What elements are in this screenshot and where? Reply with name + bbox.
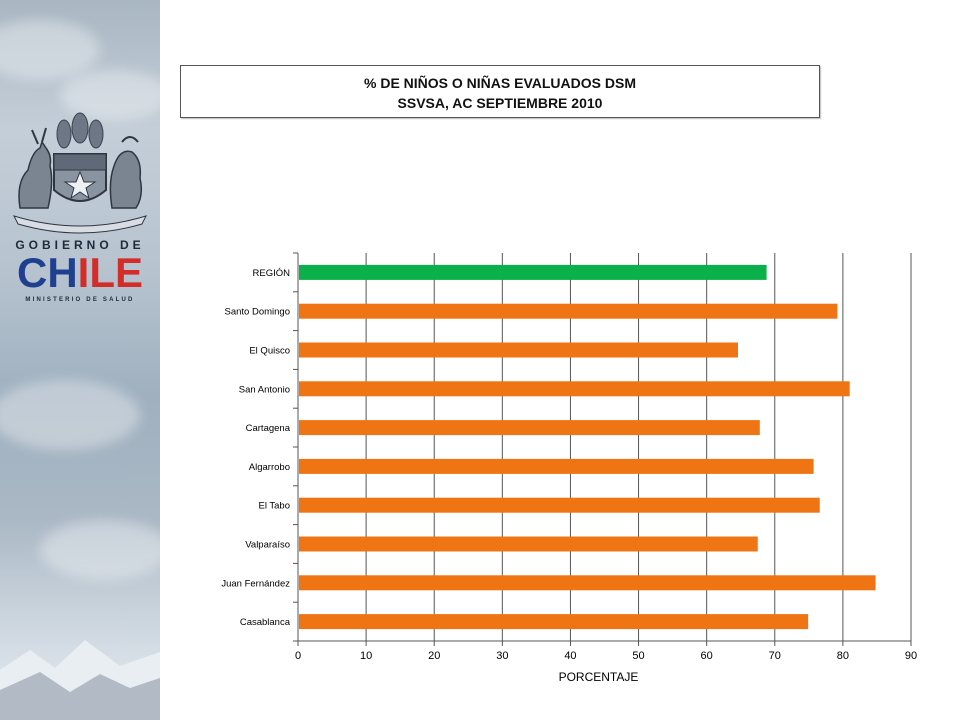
chart-title: % DE NIÑOS O NIÑAS EVALUADOS DSM <box>364 75 636 91</box>
gobierno-de-text: GOBIERNO DE <box>15 238 145 252</box>
x-tick-label: 70 <box>769 650 781 662</box>
x-tick-label: 50 <box>632 650 644 662</box>
x-tick-label: 0 <box>295 650 301 662</box>
y-tick-label: El Tabo <box>258 501 290 512</box>
cloud-decoration <box>60 70 160 120</box>
y-tick-label: Cartagena <box>246 423 291 434</box>
y-tick-label: Valparaíso <box>245 540 290 551</box>
bar <box>299 458 814 474</box>
bar <box>299 381 850 397</box>
x-tick-label: 80 <box>837 650 849 662</box>
chart-title-box: % DE NIÑOS O NIÑAS EVALUADOS DSM SSVSA, … <box>180 65 820 118</box>
cloud-decoration <box>40 520 160 580</box>
chart-subtitle: SSVSA, AC SEPTIEMBRE 2010 <box>397 95 603 111</box>
chile-letter: L <box>89 249 115 296</box>
x-tick-label: 40 <box>564 650 576 662</box>
chile-letter: E <box>115 249 144 296</box>
cloud-decoration <box>0 20 100 80</box>
x-axis-title: PORCENTAJE <box>559 670 639 684</box>
sidebar-banner: GOBIERNO DE CHILE MINISTERIO DE SALUD <box>0 0 160 720</box>
cloud-decoration <box>0 380 140 450</box>
bar <box>299 264 767 280</box>
y-tick-label: Juan Fernández <box>221 578 290 589</box>
x-tick-label: 90 <box>905 650 917 662</box>
x-tick-label: 20 <box>428 650 440 662</box>
bar <box>299 614 809 630</box>
chile-letter: H <box>47 249 78 296</box>
ministerio-text: MINISTERIO DE SALUD <box>25 297 135 303</box>
y-tick-label: El Quisco <box>249 346 290 357</box>
bar <box>299 575 876 591</box>
x-tick-label: 10 <box>360 650 372 662</box>
snow-mountain-decoration <box>0 640 160 720</box>
chile-letter: I <box>77 249 90 296</box>
y-tick-label: Algarrobo <box>249 462 290 473</box>
bar <box>299 536 758 552</box>
x-tick-label: 60 <box>701 650 713 662</box>
y-tick-label: Santo Domingo <box>225 307 290 318</box>
bar <box>299 303 838 319</box>
coat-of-arms-logo <box>13 112 147 234</box>
chile-letter: C <box>16 249 48 296</box>
y-tick-label: REGIÓN <box>253 268 291 279</box>
bar <box>299 420 760 436</box>
chile-wordmark: CHILE <box>0 250 160 296</box>
bar <box>299 342 738 358</box>
x-tick-label: 30 <box>496 650 508 662</box>
y-tick-label: Casablanca <box>240 617 291 628</box>
y-tick-label: San Antonio <box>239 384 290 395</box>
bar <box>299 497 820 513</box>
